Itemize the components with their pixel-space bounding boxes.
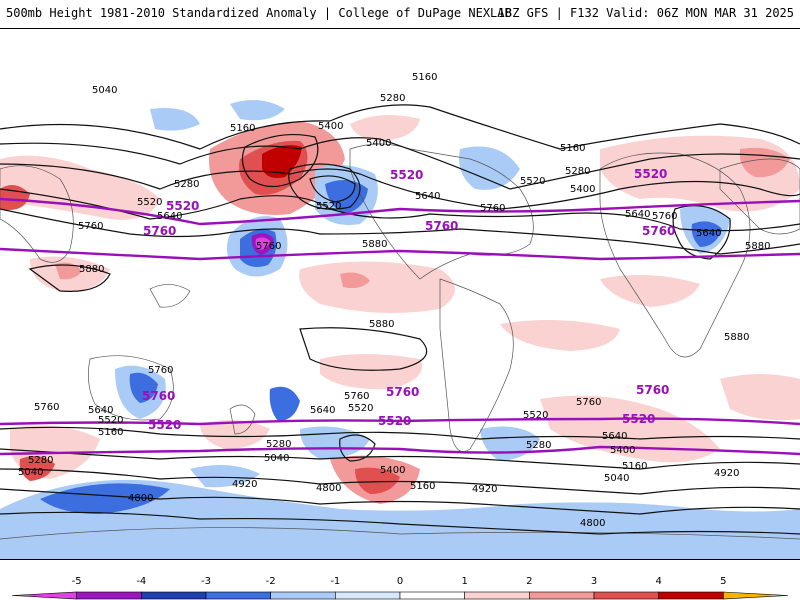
colorbar-swatch bbox=[76, 591, 142, 600]
colorbar-tick-label: -1 bbox=[330, 576, 340, 587]
colorbar-swatch bbox=[270, 591, 336, 600]
colorbar-tick-label: -4 bbox=[136, 576, 146, 587]
contour-label: 5760 bbox=[344, 391, 369, 402]
contour-label: 5280 bbox=[266, 439, 291, 450]
height-contours bbox=[0, 104, 800, 535]
contour-label: 5760 bbox=[256, 241, 281, 252]
colorbar-swatch bbox=[399, 591, 465, 600]
contour-label: 5520 bbox=[137, 197, 162, 208]
colorbar-swatch bbox=[658, 591, 724, 600]
contour-label: 5760 bbox=[480, 203, 505, 214]
colorbar-tick-label: -2 bbox=[266, 576, 276, 587]
map-title: 500mb Height 1981-2010 Standardized Anom… bbox=[6, 6, 512, 20]
purple-label: 5520 bbox=[378, 414, 411, 428]
contour-label: 4800 bbox=[316, 483, 341, 494]
colorbar-swatch bbox=[141, 591, 207, 600]
map-panel: 5040 5160 5280 5160 5400 5280 5520 5640 … bbox=[0, 28, 800, 560]
contour-label: 5280 bbox=[174, 179, 199, 190]
contour-label: 5400 bbox=[570, 184, 595, 195]
contour-label: 5880 bbox=[362, 239, 387, 250]
contour-label: 5640 bbox=[696, 228, 721, 239]
contour-label: 5280 bbox=[28, 455, 53, 466]
contour-label: 5520 bbox=[520, 176, 545, 187]
colorbar-swatch bbox=[205, 591, 271, 600]
colorbar-tick-label: -5 bbox=[72, 576, 82, 587]
colorbar-swatch bbox=[464, 591, 530, 600]
colorbar-swatch bbox=[335, 591, 401, 600]
contour-label: 5040 bbox=[604, 473, 629, 484]
contour-label: 5520 bbox=[98, 415, 123, 426]
colorbar-tick-label: 1 bbox=[461, 576, 467, 587]
purple-label: 5520 bbox=[390, 168, 423, 182]
contour-label: 4800 bbox=[128, 493, 153, 504]
colorbar-tick-label: -3 bbox=[201, 576, 211, 587]
purple-label: 5760 bbox=[425, 219, 458, 233]
contour-label: 5640 bbox=[310, 405, 335, 416]
colorbar-tick-label: 0 bbox=[397, 576, 403, 587]
purple-label: 5520 bbox=[166, 199, 199, 213]
contour-label: 5520 bbox=[316, 201, 341, 212]
contour-label: 5880 bbox=[79, 264, 104, 275]
contour-label: 5880 bbox=[745, 241, 770, 252]
contour-label: 5880 bbox=[724, 332, 749, 343]
contour-label: 4800 bbox=[580, 518, 605, 529]
contour-label: 5280 bbox=[380, 93, 405, 104]
contour-label: 5640 bbox=[88, 405, 113, 416]
anomaly-colorbar: -5 -4 -3 -2 -1 0 1 2 3 4 5 bbox=[11, 576, 789, 600]
contour-label: 4920 bbox=[472, 484, 497, 495]
contour-label: 5880 bbox=[369, 319, 394, 330]
anomaly-map: 5040 5160 5280 5160 5400 5280 5520 5640 … bbox=[0, 72, 800, 559]
contour-label: 5520 bbox=[523, 410, 548, 421]
contour-label: 5400 bbox=[318, 121, 343, 132]
contour-label: 5520 bbox=[348, 403, 373, 414]
purple-label: 5520 bbox=[634, 167, 667, 181]
colorbar-swatch bbox=[723, 591, 789, 600]
colorbar-tick-label: 3 bbox=[591, 576, 597, 587]
contour-label: 5040 bbox=[92, 85, 117, 96]
contour-label: 5280 bbox=[526, 440, 551, 451]
model-run-info: 18Z GFS | F132 Valid: 06Z MON MAR 31 202… bbox=[497, 6, 794, 20]
contour-label: 5160 bbox=[230, 123, 255, 134]
contour-label: 5640 bbox=[415, 191, 440, 202]
purple-label: 5760 bbox=[143, 224, 176, 238]
contour-label: 5280 bbox=[565, 166, 590, 177]
contour-label: 4920 bbox=[232, 479, 257, 490]
colorbar-swatch bbox=[593, 591, 659, 600]
purple-label: 5760 bbox=[142, 389, 175, 403]
contour-label: 5760 bbox=[576, 397, 601, 408]
colorbar-tick-label: 5 bbox=[720, 576, 726, 587]
contour-label: 5760 bbox=[652, 211, 677, 222]
colorbar-swatch bbox=[11, 591, 77, 600]
contour-label: 5160 bbox=[410, 481, 435, 492]
contour-label: 5040 bbox=[18, 467, 43, 478]
contour-label: 5640 bbox=[157, 211, 182, 222]
colorbar-swatch bbox=[529, 591, 595, 600]
purple-label: 5760 bbox=[386, 385, 419, 399]
contour-label: 5160 bbox=[560, 143, 585, 154]
contour-label: 5160 bbox=[98, 427, 123, 438]
contour-label: 5040 bbox=[264, 453, 289, 464]
contour-label: 5760 bbox=[78, 221, 103, 232]
contour-label: 5640 bbox=[602, 431, 627, 442]
purple-contour-labels: 5520 5760 5520 5760 5520 5760 5760 5520 … bbox=[142, 167, 675, 432]
contour-label: 5400 bbox=[610, 445, 635, 456]
contour-label: 5160 bbox=[622, 461, 647, 472]
colorbar-tick-label: 2 bbox=[526, 576, 532, 587]
colorbar-tick-label: 4 bbox=[655, 576, 661, 587]
contour-labels: 5040 5160 5280 5160 5400 5280 5520 5640 … bbox=[18, 72, 770, 529]
purple-label: 5520 bbox=[148, 418, 181, 432]
contour-label: 5640 bbox=[625, 209, 650, 220]
contour-label: 5760 bbox=[34, 402, 59, 413]
contour-label: 5400 bbox=[380, 465, 405, 476]
purple-label: 5760 bbox=[636, 383, 669, 397]
contour-label: 4920 bbox=[714, 468, 739, 479]
purple-label: 5760 bbox=[642, 224, 675, 238]
contour-label: 5760 bbox=[148, 365, 173, 376]
contour-label: 5160 bbox=[412, 72, 437, 83]
purple-contours bbox=[0, 197, 800, 456]
purple-label: 5520 bbox=[622, 412, 655, 426]
contour-label: 5400 bbox=[366, 138, 391, 149]
